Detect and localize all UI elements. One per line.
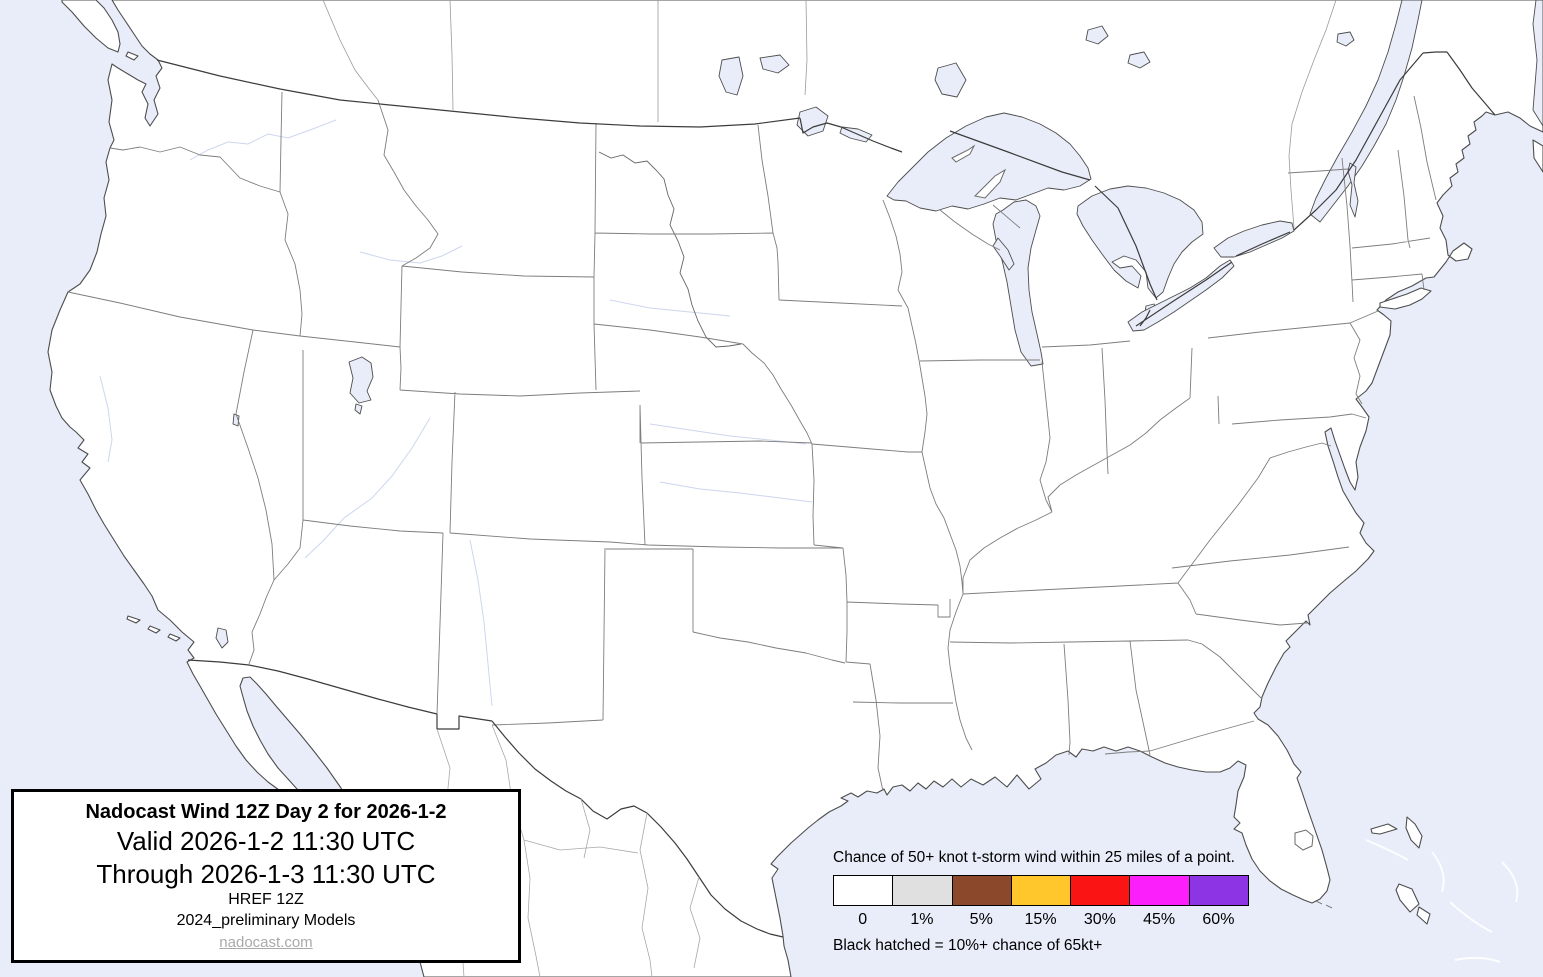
legend-label-5pct: 5% — [969, 911, 993, 928]
great-salt-lake — [348, 356, 374, 404]
legend-swatch-45pct — [1129, 875, 1190, 906]
title-box: Nadocast Wind 12Z Day 2 for 2026-1-2 Val… — [11, 789, 521, 963]
lake-huron — [1076, 185, 1204, 299]
legend: Chance of 50+ knot t-storm wind within 2… — [833, 849, 1273, 955]
bahamas-islands — [1370, 816, 1431, 925]
valid-time: Valid 2026-1-2 11:30 UTC — [116, 826, 416, 857]
state-borders — [67, 91, 1437, 792]
isle-royale — [951, 144, 976, 163]
legend-swatch-60pct — [1188, 875, 1250, 906]
ocean-bank-lines — [1365, 839, 1519, 963]
legend-swatch-15pct — [1010, 875, 1072, 906]
legend-color-bar — [833, 875, 1250, 906]
florida-keys — [1315, 900, 1333, 909]
st-lawrence-estuary — [1309, 0, 1423, 223]
legend-swatch-5pct — [951, 875, 1012, 906]
legend-swatch-0 — [833, 875, 894, 906]
legend-label-60pct: 60% — [1202, 911, 1235, 928]
keweenaw-peninsula — [973, 168, 1007, 199]
legend-label-1pct: 1% — [910, 911, 934, 928]
legend-swatch-30pct — [1070, 875, 1131, 906]
vancouver-island — [61, 0, 139, 61]
legend-title: Chance of 50+ knot t-storm wind within 2… — [833, 849, 1235, 866]
gulf-of-st-lawrence — [1532, 0, 1543, 127]
legend-footnote: Black hatched = 10%+ chance of 65kt+ — [833, 937, 1103, 954]
channel-islands — [126, 615, 181, 642]
lake-ontario — [1213, 220, 1295, 258]
forecast-title: Nadocast Wind 12Z Day 2 for 2026-1-2 — [85, 801, 447, 824]
legend-label-15pct: 15% — [1024, 911, 1057, 928]
missouri-river — [598, 151, 742, 348]
long-island — [1379, 287, 1432, 310]
through-time: Through 2026-1-3 11:30 UTC — [96, 858, 436, 889]
legend-label-30pct: 30% — [1083, 911, 1116, 928]
lake-okeechobee — [1294, 829, 1314, 851]
lake-champlain — [1347, 162, 1359, 218]
rivers — [99, 119, 813, 707]
international-borders — [156, 51, 1496, 938]
nadocast-link[interactable]: nadocast.com — [219, 933, 313, 951]
model-run: HREF 12Z — [228, 891, 304, 909]
canada-province-borders — [322, 0, 1337, 229]
nova-scotia — [1532, 139, 1543, 173]
model-version: 2024_preliminary Models — [176, 912, 356, 929]
salton-sea — [215, 627, 229, 649]
legend-label-0: 0 — [858, 911, 868, 928]
legend-labels: 0 1% 5% 15% 30% 45% 60% — [833, 911, 1248, 929]
lake-superior — [886, 112, 1092, 212]
utah-lake — [354, 403, 363, 415]
legend-swatch-1pct — [892, 875, 953, 906]
legend-label-45pct: 45% — [1143, 911, 1176, 928]
canada-lakes — [718, 25, 1355, 143]
